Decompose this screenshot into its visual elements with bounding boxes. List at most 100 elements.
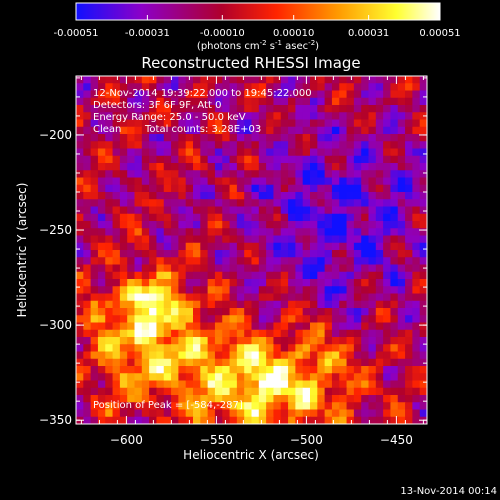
heatmap-cell [302, 387, 311, 396]
heatmap-cell [361, 293, 370, 302]
heatmap-cell [112, 177, 121, 186]
heatmap-cell [266, 148, 275, 157]
heatmap-cell [412, 322, 421, 331]
heatmap-cell [156, 112, 165, 121]
heatmap-cell [339, 366, 348, 374]
heatmap-cell [390, 177, 399, 186]
heatmap-cell [156, 134, 165, 142]
heatmap-cell [288, 264, 296, 273]
heatmap-cell [97, 184, 106, 193]
heatmap-cell [171, 402, 179, 411]
heatmap-cell [105, 271, 114, 280]
heatmap-cell [251, 416, 260, 424]
heatmap-cell [105, 416, 114, 424]
heatmap-cell [244, 322, 253, 331]
heatmap-cell [141, 199, 150, 208]
heatmap-cell [171, 293, 179, 302]
heatmap-cell [258, 235, 267, 244]
heatmap-cell [127, 358, 136, 367]
heatmap-cell [229, 358, 238, 367]
heatmap-cell [324, 373, 333, 382]
heatmap-cell [390, 250, 399, 258]
heatmap-cell [97, 300, 106, 309]
heatmap-cell [141, 170, 150, 179]
heatmap-cell [178, 170, 187, 179]
heatmap-cell [310, 170, 318, 179]
heatmap-cell [149, 105, 158, 113]
heatmap-cell [83, 271, 92, 280]
heatmap-cell [178, 366, 187, 374]
heatmap-cell [76, 344, 84, 353]
heatmap-cell [134, 373, 143, 382]
heatmap-cell [90, 235, 99, 244]
heatmap-cell [353, 112, 362, 121]
heatmap-cell [324, 293, 333, 302]
heatmap-cell [317, 119, 326, 128]
heatmap-cell [288, 177, 296, 186]
heatmap-cell [200, 228, 209, 237]
heatmap-cell [222, 163, 231, 171]
heatmap-cell [375, 308, 384, 316]
heatmap-cell [390, 358, 399, 367]
heatmap-cell [90, 387, 99, 396]
heatmap-cell [258, 300, 267, 309]
heatmap-cell [273, 308, 282, 316]
heatmap-cell [149, 271, 158, 280]
heatmap-cell [200, 134, 209, 142]
heatmap-cell [397, 141, 406, 150]
heatmap-cell [193, 242, 201, 251]
heatmap-cell [105, 119, 114, 128]
heatmap-cell [397, 366, 406, 374]
heatmap-cell [149, 90, 158, 99]
heatmap-cell [76, 163, 84, 171]
heatmap-cell [419, 221, 427, 229]
heatmap-cell [317, 329, 326, 338]
heatmap-cell [317, 409, 326, 418]
heatmap-cell [90, 279, 99, 287]
heatmap-cell [214, 344, 223, 353]
heatmap-cell [193, 329, 201, 338]
heatmap-cell [90, 184, 99, 193]
heatmap-cell [302, 221, 311, 229]
heatmap-cell [331, 250, 340, 258]
heatmap-cell [390, 141, 399, 150]
heatmap-cell [141, 300, 150, 309]
heatmap-cell [390, 380, 399, 389]
heatmap-cell [163, 351, 172, 360]
heatmap-cell [390, 293, 399, 302]
heatmap-cell [361, 286, 370, 295]
heatmap-cell [134, 416, 143, 424]
heatmap-cell [266, 235, 275, 244]
heatmap-cell [302, 97, 311, 106]
heatmap-cell [317, 416, 326, 424]
heatmap-cell [368, 213, 377, 222]
heatmap-cell [156, 315, 165, 324]
heatmap-cell [90, 213, 99, 222]
heatmap-cell [112, 155, 121, 164]
heatmap-cell [200, 242, 209, 251]
heatmap-cell [171, 126, 179, 135]
heatmap-cell [171, 308, 179, 316]
heatmap-cell [163, 322, 172, 331]
heatmap-cell [295, 76, 304, 84]
heatmap-cell [383, 300, 392, 309]
heatmap-cell [375, 329, 384, 338]
heatmap-cell [324, 250, 333, 258]
heatmap-cell [207, 170, 216, 179]
heatmap-cell [163, 286, 172, 295]
heatmap-cell [185, 337, 194, 345]
heatmap-cell [405, 366, 413, 374]
heatmap-cell [295, 148, 304, 157]
heatmap-cell [419, 344, 427, 353]
heatmap-cell [339, 76, 348, 84]
heatmap-cell [368, 170, 377, 179]
heatmap-cell [185, 141, 194, 150]
heatmap-cell [171, 141, 179, 150]
heatmap-cell [185, 228, 194, 237]
heatmap-cell [207, 221, 216, 229]
heatmap-cell [119, 155, 128, 164]
heatmap-cell [193, 76, 201, 84]
heatmap-cell [383, 380, 392, 389]
heatmap-cell [390, 308, 399, 316]
heatmap-cell [266, 163, 275, 171]
